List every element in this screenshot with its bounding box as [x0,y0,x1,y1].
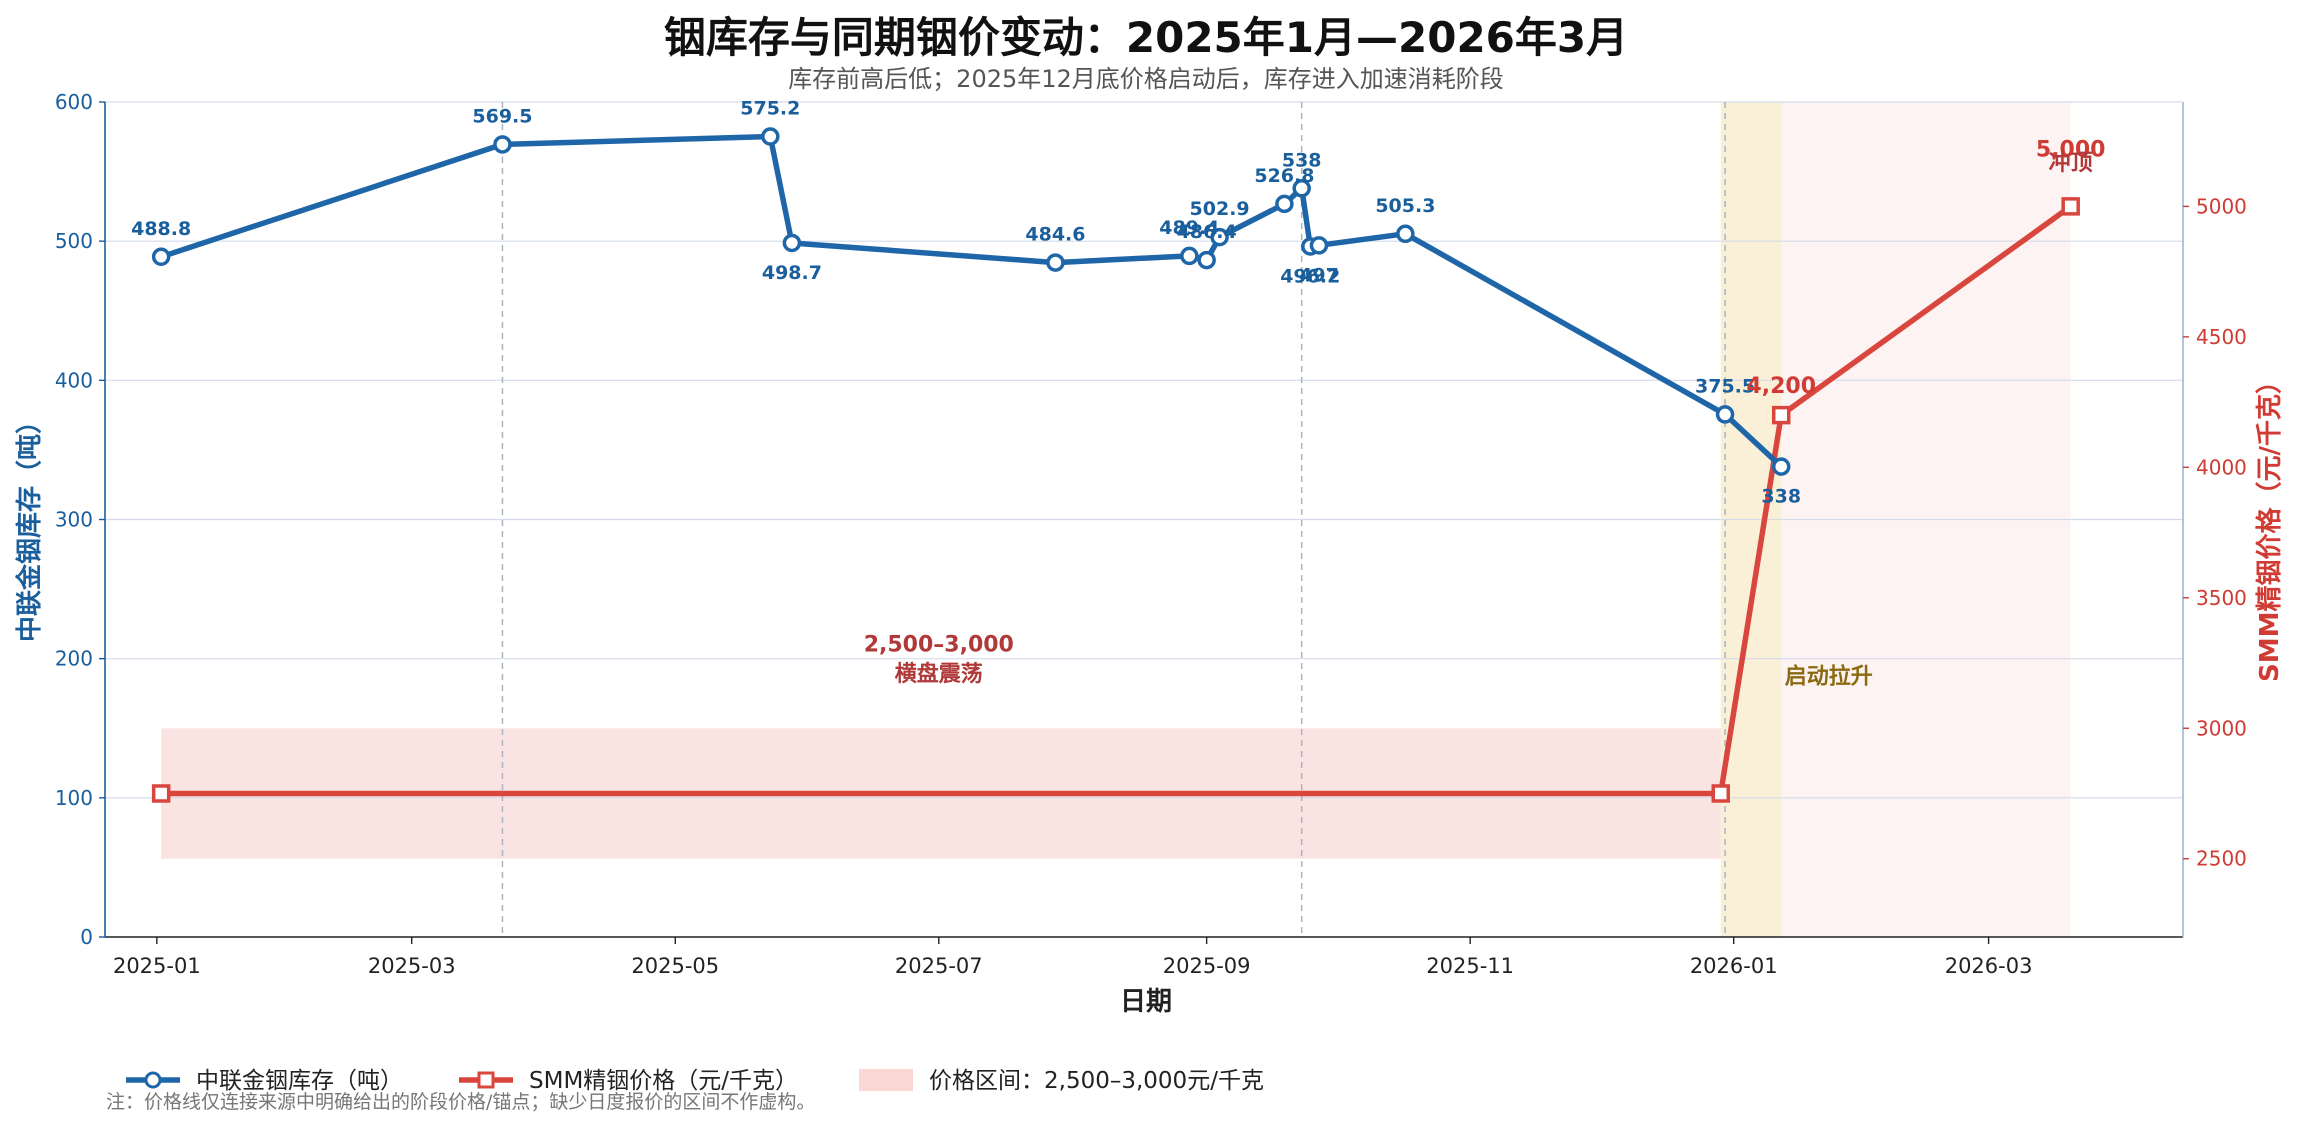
annotation: 冲顶 [2049,151,2093,176]
inventory-label: 505.3 [1375,195,1435,217]
inventory-label: 497 [1299,264,1339,286]
inventory-label: 486.4 [1177,221,1237,243]
inventory-point [1197,250,1216,270]
price-label: 4,200 [1746,374,1816,399]
price-point [151,784,171,803]
inventory-point [493,135,512,154]
legend-swatch-marker [477,1071,495,1089]
x-tick-label: 2026-01 [1690,954,1778,978]
inventory-label: 375.5 [1695,375,1755,397]
y-tick-right-label: 2500 [2196,847,2247,871]
legend-swatch-band [859,1069,913,1091]
data-labels: 488.8 569.5 575.2 498.7 484.6 489.4486.4502.9… [131,98,2105,690]
inventory-label: 488.8 [131,218,191,240]
legend-label: 价格区间：2,500–3,000元/千克 [929,1068,1264,1094]
y-tick-left-label: 100 [55,786,93,810]
series-lines [151,127,2080,803]
y-tick-right-label: 4000 [2196,455,2247,479]
x-tick-label: 2026-03 [1945,954,2033,978]
footnote: 注：价格线仅连接来源中明确给出的阶段价格/锚点；缺少日度报价的区间不作虚构。 [106,1091,815,1113]
inventory-label: 489.4 [1159,217,1219,239]
inventory-point [1771,457,1791,476]
x-tick-label: 2025-03 [368,954,456,978]
annotation: 启动拉升 [1785,664,1873,690]
legend: 中联金铟库存（吨） SMM精铟价格（元/千克） 价格区间：2,500–3,000元/… [126,1068,1264,1094]
price-line [161,204,2073,797]
inventory-point [1396,224,1415,244]
y-axis-left-label: 中联金铟库存（吨） [14,408,45,642]
inventory-label: 569.5 [472,105,532,127]
legend-label: SMM精铟价格（元/千克） [529,1068,798,1094]
y-tick-left-label: 600 [55,90,93,114]
y-tick-right-label: 5000 [2196,194,2247,218]
y-tick-left-label: 200 [55,647,93,671]
price-label: 5,000 [2036,137,2106,162]
y-tick-left-label: 0 [80,925,93,949]
inventory-label: 498.7 [762,262,822,284]
chart-title: 铟库存与同期铟价变动：2025年1月—2026年3月 [664,13,1628,62]
y-tick-right-label: 3500 [2196,586,2247,610]
price-point [1771,405,1791,425]
inventory-point [1210,227,1229,247]
y-tick-left-label: 300 [55,508,93,532]
inventory-label: 538 [1282,149,1322,171]
inventory-label: 484.6 [1025,224,1085,246]
annotation: 2,500–3,000 [864,633,1014,658]
inventory-point [1180,246,1199,266]
inventory-point [1309,236,1329,255]
x-tick-label: 2025-07 [895,954,983,978]
x-tick-label: 2025-01 [113,954,201,978]
inventory-label: 338 [1761,486,1801,508]
chart-subtitle: 库存前高后低；2025年12月底价格启动后，库存进入加速消耗阶段 [788,65,1504,93]
inventory-label: 496.2 [1280,265,1340,287]
y-tick-left-label: 500 [55,229,93,253]
inventory-label: 526.8 [1254,165,1314,187]
inventory-point [761,127,780,146]
inventory-point [1715,405,1735,424]
inventory-point [1046,253,1065,272]
x-axis-label: 日期 [1120,987,1172,1017]
y-tick-right-label: 4500 [2196,325,2247,349]
price-point [1711,784,1730,803]
y-tick-left-label: 400 [55,368,93,392]
annotation: 横盘震荡 [895,661,983,687]
legend-swatch-marker [144,1071,162,1089]
price-point [2061,197,2080,216]
inventory-label: 575.2 [740,98,800,120]
legend-label: 中联金铟库存（吨） [196,1068,403,1094]
axes: 0 100 200 300 400 500 600 2500 3000 3500 4000 4500 5… [55,90,2247,978]
x-tick-label: 2025-05 [631,954,719,978]
y-tick-right-label: 3000 [2196,716,2247,740]
x-tick-label: 2025-09 [1163,954,1251,978]
inventory-point [1292,179,1311,198]
y-axis-right-label: SMM精铟价格（元/千克） [2254,368,2285,682]
inventory-point [1275,194,1294,214]
inventory-point [782,233,802,253]
inventory-label: 502.9 [1190,198,1250,220]
x-tick-label: 2025-11 [1426,954,1514,978]
inventory-point [151,247,171,267]
